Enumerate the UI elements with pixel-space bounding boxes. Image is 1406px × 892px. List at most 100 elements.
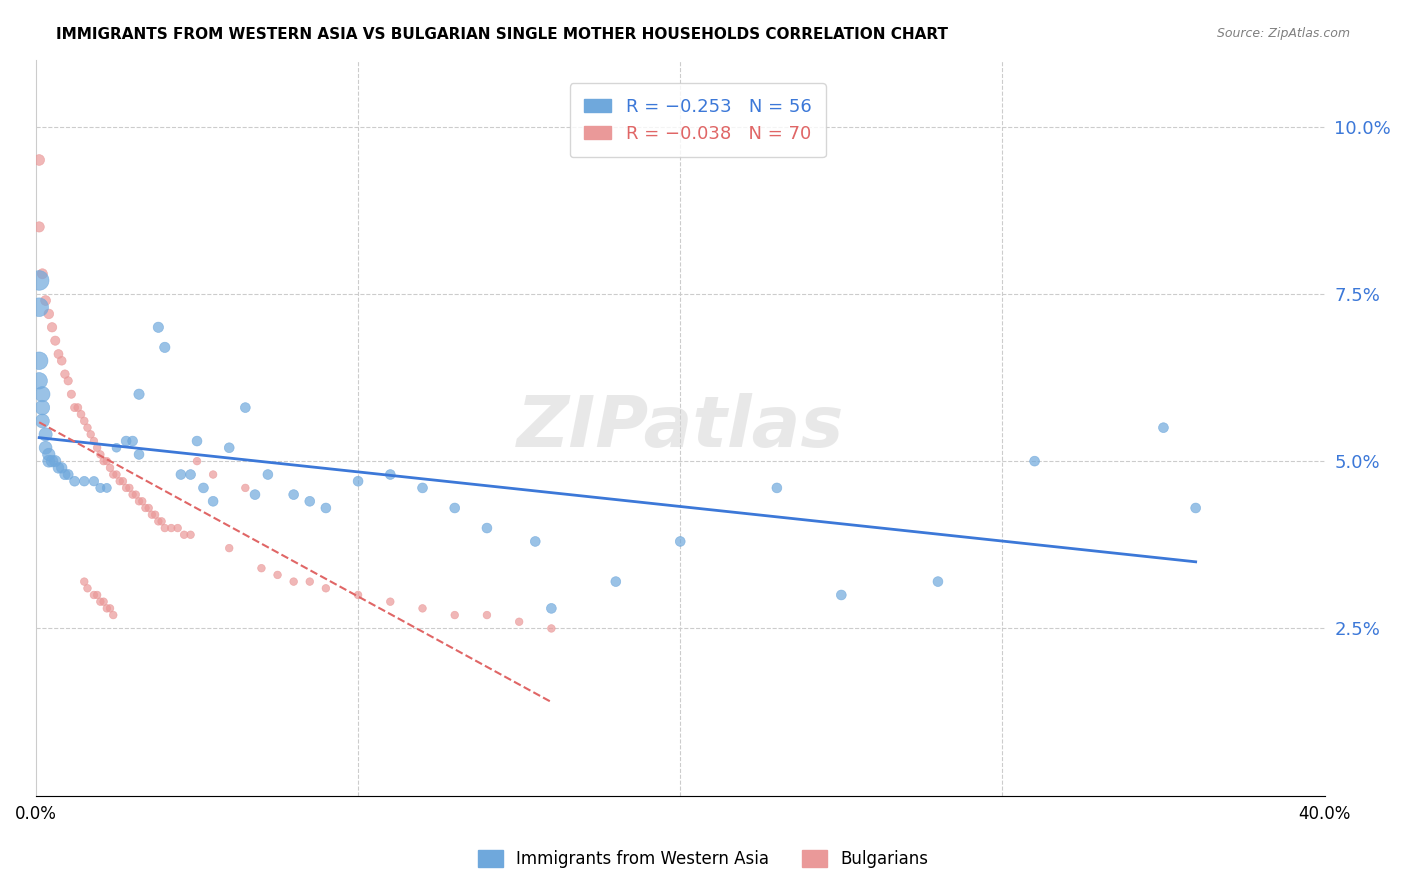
Point: [28, 353, 51, 368]
Point: [83, 474, 105, 488]
Point: [298, 494, 321, 508]
Point: [266, 568, 288, 582]
Point: [315, 582, 337, 596]
Point: [115, 481, 138, 495]
Point: [31, 267, 53, 281]
Point: [121, 487, 143, 501]
Point: [153, 521, 176, 535]
Text: IMMIGRANTS FROM WESTERN ASIA VS BULGARIAN SINGLE MOTHER HOUSEHOLDS CORRELATION C: IMMIGRANTS FROM WESTERN ASIA VS BULGARIA…: [56, 27, 948, 42]
Point: [86, 588, 108, 602]
Point: [111, 474, 134, 488]
Point: [443, 500, 465, 515]
Point: [128, 447, 150, 461]
Text: Source: ZipAtlas.com: Source: ZipAtlas.com: [1216, 27, 1350, 40]
Point: [73, 474, 96, 488]
Point: [141, 508, 163, 522]
Point: [38, 454, 60, 468]
Point: [283, 574, 305, 589]
Legend: Immigrants from Western Asia, Bulgarians: Immigrants from Western Asia, Bulgarians: [471, 843, 935, 875]
Point: [83, 434, 105, 448]
Point: [121, 434, 143, 448]
Point: [475, 608, 498, 623]
Point: [1152, 420, 1174, 434]
Point: [105, 441, 128, 455]
Point: [128, 494, 150, 508]
Point: [103, 467, 125, 482]
Point: [89, 447, 111, 461]
Point: [202, 467, 225, 482]
Point: [283, 487, 305, 501]
Legend: R = −0.253   N = 56, R = −0.038   N = 70: R = −0.253 N = 56, R = −0.038 N = 70: [569, 83, 825, 157]
Point: [1024, 454, 1046, 468]
Point: [475, 521, 498, 535]
Point: [927, 574, 949, 589]
Point: [80, 427, 103, 442]
Point: [38, 307, 60, 321]
Point: [540, 601, 562, 615]
Point: [180, 528, 202, 542]
Point: [166, 521, 188, 535]
Point: [218, 541, 240, 556]
Point: [28, 219, 51, 234]
Point: [108, 474, 131, 488]
Point: [51, 460, 73, 475]
Point: [44, 454, 66, 468]
Point: [830, 588, 852, 602]
Point: [315, 500, 337, 515]
Point: [233, 401, 256, 415]
Point: [443, 608, 465, 623]
Point: [31, 414, 53, 428]
Point: [380, 467, 402, 482]
Point: [31, 387, 53, 401]
Point: [170, 467, 193, 482]
Point: [160, 521, 183, 535]
Point: [96, 601, 118, 615]
Point: [66, 401, 89, 415]
Point: [233, 481, 256, 495]
Point: [103, 608, 125, 623]
Point: [86, 441, 108, 455]
Text: ZIPatlas: ZIPatlas: [516, 393, 844, 462]
Point: [143, 508, 166, 522]
Point: [148, 514, 170, 528]
Point: [524, 534, 547, 549]
Point: [98, 601, 121, 615]
Point: [53, 467, 76, 482]
Point: [41, 454, 63, 468]
Point: [347, 474, 370, 488]
Point: [38, 447, 60, 461]
Point: [125, 487, 148, 501]
Point: [412, 601, 434, 615]
Point: [63, 474, 86, 488]
Point: [89, 595, 111, 609]
Point: [34, 441, 56, 455]
Point: [766, 481, 789, 495]
Point: [60, 387, 83, 401]
Point: [56, 374, 79, 388]
Point: [96, 481, 118, 495]
Point: [53, 367, 76, 381]
Point: [193, 481, 215, 495]
Point: [202, 494, 225, 508]
Point: [250, 561, 273, 575]
Point: [148, 320, 170, 334]
Point: [180, 467, 202, 482]
Point: [28, 374, 51, 388]
Point: [89, 481, 111, 495]
Point: [56, 467, 79, 482]
Point: [669, 534, 692, 549]
Point: [28, 153, 51, 167]
Point: [28, 300, 51, 314]
Point: [1184, 500, 1206, 515]
Point: [380, 595, 402, 609]
Point: [173, 528, 195, 542]
Point: [186, 454, 208, 468]
Point: [257, 467, 280, 482]
Point: [34, 427, 56, 442]
Point: [31, 401, 53, 415]
Point: [508, 615, 530, 629]
Point: [218, 441, 240, 455]
Point: [41, 320, 63, 334]
Point: [76, 582, 98, 596]
Point: [73, 414, 96, 428]
